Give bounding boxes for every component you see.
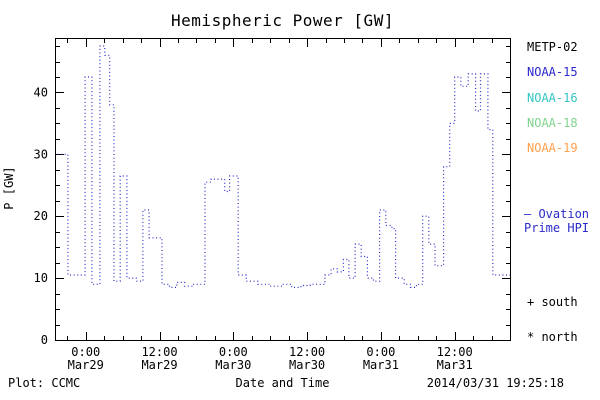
legend-ovation-prime-hpi: — Ovation Prime HPI <box>524 207 589 235</box>
x-tick-label-date: Mar30 <box>289 358 325 372</box>
x-tick-label-date: Mar31 <box>437 358 473 372</box>
x-tick-label-time: 12:00 <box>437 345 473 359</box>
x-tick-label-time: 0:00 <box>219 345 248 359</box>
x-tick-label-date: Mar29 <box>68 358 104 372</box>
y-tick-label: 20 <box>34 209 48 223</box>
chart-title: Hemispheric Power [GW] <box>171 11 394 30</box>
hemispheric-power-series <box>57 45 510 288</box>
legend-ovation-line2: Prime HPI <box>524 221 590 235</box>
plot-credit: Plot: CCMC <box>8 376 81 390</box>
plot-timestamp: 2014/03/31 19:25:18 <box>426 376 564 390</box>
x-tick-label-time: 12:00 <box>141 345 177 359</box>
x-tick-label-date: Mar30 <box>215 358 251 372</box>
x-tick-label-time: 12:00 <box>289 345 325 359</box>
x-tick-label-date: Mar31 <box>363 358 399 372</box>
y-tick-label: 0 <box>41 333 48 347</box>
legend-item-metp-02: METP-02 <box>527 40 578 54</box>
legend-north-symbol: * north <box>527 330 578 344</box>
legend-item-noaa-15: NOAA-15 <box>527 65 578 79</box>
y-tick-label: 10 <box>34 271 48 285</box>
x-tick-label-time: 0:00 <box>366 345 395 359</box>
legend-item-noaa-19: NOAA-19 <box>527 141 578 155</box>
y-tick-label: 30 <box>34 147 48 161</box>
plot-frame <box>55 38 511 341</box>
legend-south-symbol: + south <box>527 295 578 309</box>
y-tick-label: 40 <box>34 85 48 99</box>
x-tick-label-time: 0:00 <box>71 345 100 359</box>
legend-ovation-line1: — Ovation <box>524 207 590 221</box>
legend-item-noaa-16: NOAA-16 <box>527 91 578 105</box>
x-axis-title: Date and Time <box>235 376 330 390</box>
x-tick-label-date: Mar29 <box>141 358 177 372</box>
legend-item-noaa-18: NOAA-18 <box>527 116 578 130</box>
